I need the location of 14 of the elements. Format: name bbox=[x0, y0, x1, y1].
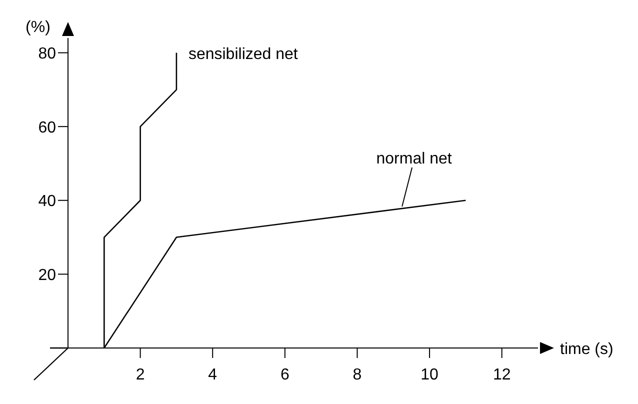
y-tick-label: 80 bbox=[38, 45, 56, 62]
x-tick-label: 8 bbox=[352, 366, 362, 384]
x-tick-label: 10 bbox=[420, 366, 439, 384]
y-tick-label: 60 bbox=[38, 119, 56, 136]
x-tick-label: 6 bbox=[280, 366, 290, 384]
text: normal net bbox=[376, 150, 452, 168]
x-tick-label: 12 bbox=[492, 366, 511, 384]
x-axis-title: time (s) bbox=[560, 341, 614, 358]
y-tick-label: 20 bbox=[38, 266, 56, 284]
y-axis-title: (%) bbox=[26, 19, 50, 36]
y-tick-label: 40 bbox=[38, 193, 56, 210]
x-tick-label: 4 bbox=[208, 366, 218, 384]
x-tick-label: 2 bbox=[136, 366, 145, 384]
series-label: sensibilized net bbox=[188, 46, 298, 63]
